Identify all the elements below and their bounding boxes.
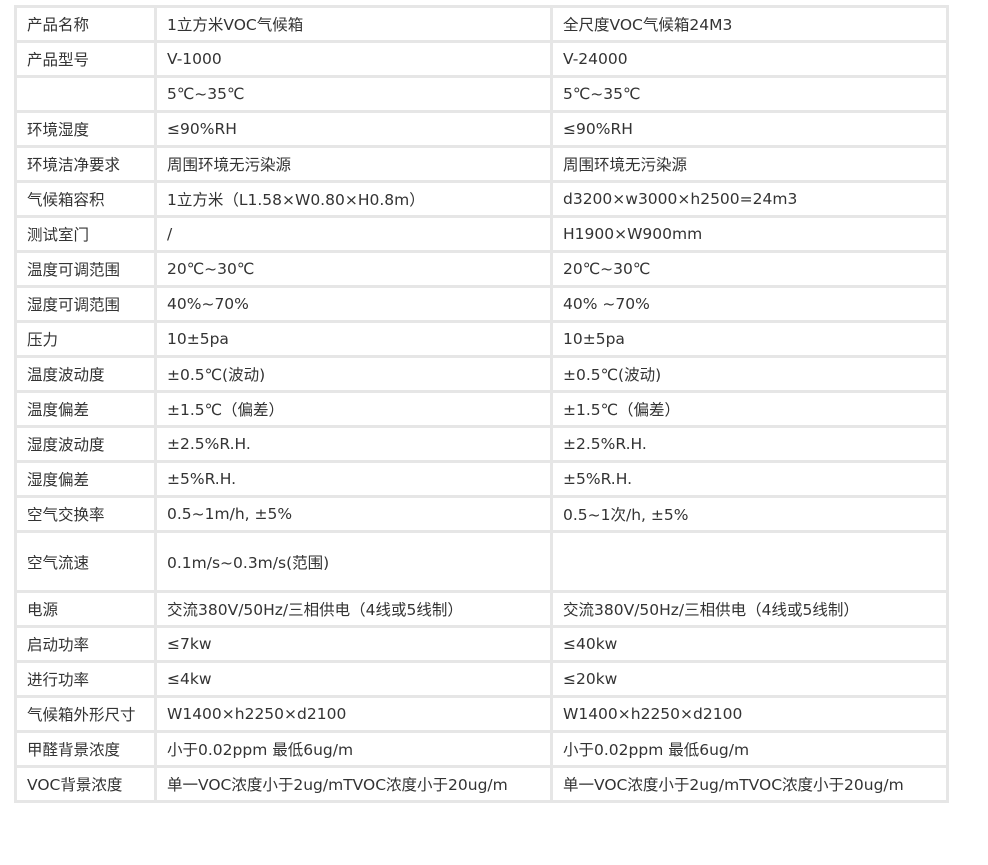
model-2-value-cell: ±5%R.H. — [550, 460, 949, 498]
spec-label-cell: 湿度波动度 — [14, 425, 157, 463]
model-2-value-cell: ±0.5℃(波动) — [550, 355, 949, 393]
model-1-value-cell: 交流380V/50Hz/三相供电（4线或5线制） — [154, 590, 553, 628]
table-row: 甲醛背景浓度 小于0.02ppm 最低6ug/m 小于0.02ppm 最低6ug/m — [14, 730, 949, 768]
model-1-value-cell: 0.5~1m/h, ±5% — [154, 495, 553, 533]
spec-label-cell: 湿度可调范围 — [14, 285, 157, 323]
table-row: 环境湿度 ≤90%RH ≤90%RH — [14, 110, 949, 148]
model-1-value-cell: 1立方米（L1.58×W0.80×H0.8m） — [154, 180, 553, 218]
model-1-value-cell: 周围环境无污染源 — [154, 145, 553, 183]
model-2-value-cell: 40% ~70% — [550, 285, 949, 323]
model-1-value-cell: ±5%R.H. — [154, 460, 553, 498]
spec-label-cell: 温度可调范围 — [14, 250, 157, 288]
model-2-value-cell: ≤20kw — [550, 660, 949, 698]
model-2-value-cell: ≤40kw — [550, 625, 949, 663]
table-row: 压力 10±5pa 10±5pa — [14, 320, 949, 358]
table-row: 气候箱外形尺寸 W1400×h2250×d2100 W1400×h2250×d210… — [14, 695, 949, 733]
model-1-value-cell: 单一VOC浓度小于2ug/mTVOC浓度小于20ug/m — [154, 765, 553, 803]
table-row: 环境洁净要求 周围环境无污染源 周围环境无污染源 — [14, 145, 949, 183]
spec-label-cell: 环境湿度 — [14, 110, 157, 148]
model-1-value-cell: ≤90%RH — [154, 110, 553, 148]
spec-label-cell: 气候箱容积 — [14, 180, 157, 218]
model-2-value-cell: 交流380V/50Hz/三相供电（4线或5线制） — [550, 590, 949, 628]
spec-label-cell: 压力 — [14, 320, 157, 358]
spec-label-cell: 产品名称 — [14, 5, 157, 43]
model-2-value-cell: 10±5pa — [550, 320, 949, 358]
model-1-value-cell: ≤7kw — [154, 625, 553, 663]
model-2-value-cell: ±1.5℃（偏差） — [550, 390, 949, 428]
model-2-value-cell: 20℃~30℃ — [550, 250, 949, 288]
spec-label-cell: 产品型号 — [14, 40, 157, 78]
model-1-value-cell: W1400×h2250×d2100 — [154, 695, 553, 733]
table-row: 电源 交流380V/50Hz/三相供电（4线或5线制） 交流380V/50Hz/三相… — [14, 590, 949, 628]
spec-label-cell: 湿度偏差 — [14, 460, 157, 498]
model-2-value-cell: 小于0.02ppm 最低6ug/m — [550, 730, 949, 768]
model-1-value-cell: 40%~70% — [154, 285, 553, 323]
model-2-value-cell: 单一VOC浓度小于2ug/mTVOC浓度小于20ug/m — [550, 765, 949, 803]
table-row: 进行功率 ≤4kw ≤20kw — [14, 660, 949, 698]
table-row: 启动功率 ≤7kw ≤40kw — [14, 625, 949, 663]
model-1-value-cell: 小于0.02ppm 最低6ug/m — [154, 730, 553, 768]
spec-label-cell — [14, 75, 157, 113]
table-row: 湿度波动度 ±2.5%R.H. ±2.5%R.H. — [14, 425, 949, 463]
model-1-value-cell: / — [154, 215, 553, 253]
spec-label-cell: 空气交换率 — [14, 495, 157, 533]
spec-label-cell: 温度波动度 — [14, 355, 157, 393]
table-row: 气候箱容积 1立方米（L1.58×W0.80×H0.8m） d3200×w3000×… — [14, 180, 949, 218]
table-row: 测试室门 / H1900×W900mm — [14, 215, 949, 253]
table-row: 温度波动度 ±0.5℃(波动) ±0.5℃(波动) — [14, 355, 949, 393]
model-2-value-cell: V-24000 — [550, 40, 949, 78]
model-2-value-cell: 周围环境无污染源 — [550, 145, 949, 183]
model-2-value-cell: 全尺度VOC气候箱24M3 — [550, 5, 949, 43]
spec-label-cell: 电源 — [14, 590, 157, 628]
model-1-value-cell: 0.1m/s~0.3m/s(范围) — [154, 530, 553, 593]
model-2-value-cell: ±2.5%R.H. — [550, 425, 949, 463]
table-row: 5℃~35℃ 5℃~35℃ — [14, 75, 949, 113]
table-row: 空气交换率 0.5~1m/h, ±5% 0.5~1次/h, ±5% — [14, 495, 949, 533]
spec-label-cell: 温度偏差 — [14, 390, 157, 428]
model-2-value-cell: d3200×w3000×h2500=24m3 — [550, 180, 949, 218]
model-2-value-cell: H1900×W900mm — [550, 215, 949, 253]
model-1-value-cell: 1立方米VOC气候箱 — [154, 5, 553, 43]
table-row: 温度可调范围 20℃~30℃ 20℃~30℃ — [14, 250, 949, 288]
spec-label-cell: 甲醛背景浓度 — [14, 730, 157, 768]
model-2-value-cell: W1400×h2250×d2100 — [550, 695, 949, 733]
model-2-value-cell: ≤90%RH — [550, 110, 949, 148]
model-1-value-cell: ≤4kw — [154, 660, 553, 698]
table-row: VOC背景浓度 单一VOC浓度小于2ug/mTVOC浓度小于20ug/m 单一VOC… — [14, 765, 949, 803]
model-1-value-cell: 10±5pa — [154, 320, 553, 358]
spec-label-cell: 环境洁净要求 — [14, 145, 157, 183]
table-row: 温度偏差 ±1.5℃（偏差） ±1.5℃（偏差） — [14, 390, 949, 428]
table-row: 产品名称 1立方米VOC气候箱 全尺度VOC气候箱24M3 — [14, 5, 949, 43]
table-row: 产品型号 V-1000 V-24000 — [14, 40, 949, 78]
spec-label-cell: 测试室门 — [14, 215, 157, 253]
spec-label-cell: 气候箱外形尺寸 — [14, 695, 157, 733]
model-2-value-cell: 0.5~1次/h, ±5% — [550, 495, 949, 533]
model-1-value-cell: ±0.5℃(波动) — [154, 355, 553, 393]
spec-label-cell: 空气流速 — [14, 530, 157, 593]
model-1-value-cell: 20℃~30℃ — [154, 250, 553, 288]
spec-label-cell: VOC背景浓度 — [14, 765, 157, 803]
spec-label-cell: 进行功率 — [14, 660, 157, 698]
model-1-value-cell: ±2.5%R.H. — [154, 425, 553, 463]
model-1-value-cell: 5℃~35℃ — [154, 75, 553, 113]
spec-table: 产品名称 1立方米VOC气候箱 全尺度VOC气候箱24M3 产品型号 V-1000 V-2… — [14, 5, 949, 803]
table-row: 空气流速 0.1m/s~0.3m/s(范围) — [14, 530, 949, 593]
table-row: 湿度偏差 ±5%R.H. ±5%R.H. — [14, 460, 949, 498]
model-1-value-cell: ±1.5℃（偏差） — [154, 390, 553, 428]
spec-label-cell: 启动功率 — [14, 625, 157, 663]
model-1-value-cell: V-1000 — [154, 40, 553, 78]
model-2-value-cell — [550, 530, 949, 593]
table-row: 湿度可调范围 40%~70% 40% ~70% — [14, 285, 949, 323]
model-2-value-cell: 5℃~35℃ — [550, 75, 949, 113]
